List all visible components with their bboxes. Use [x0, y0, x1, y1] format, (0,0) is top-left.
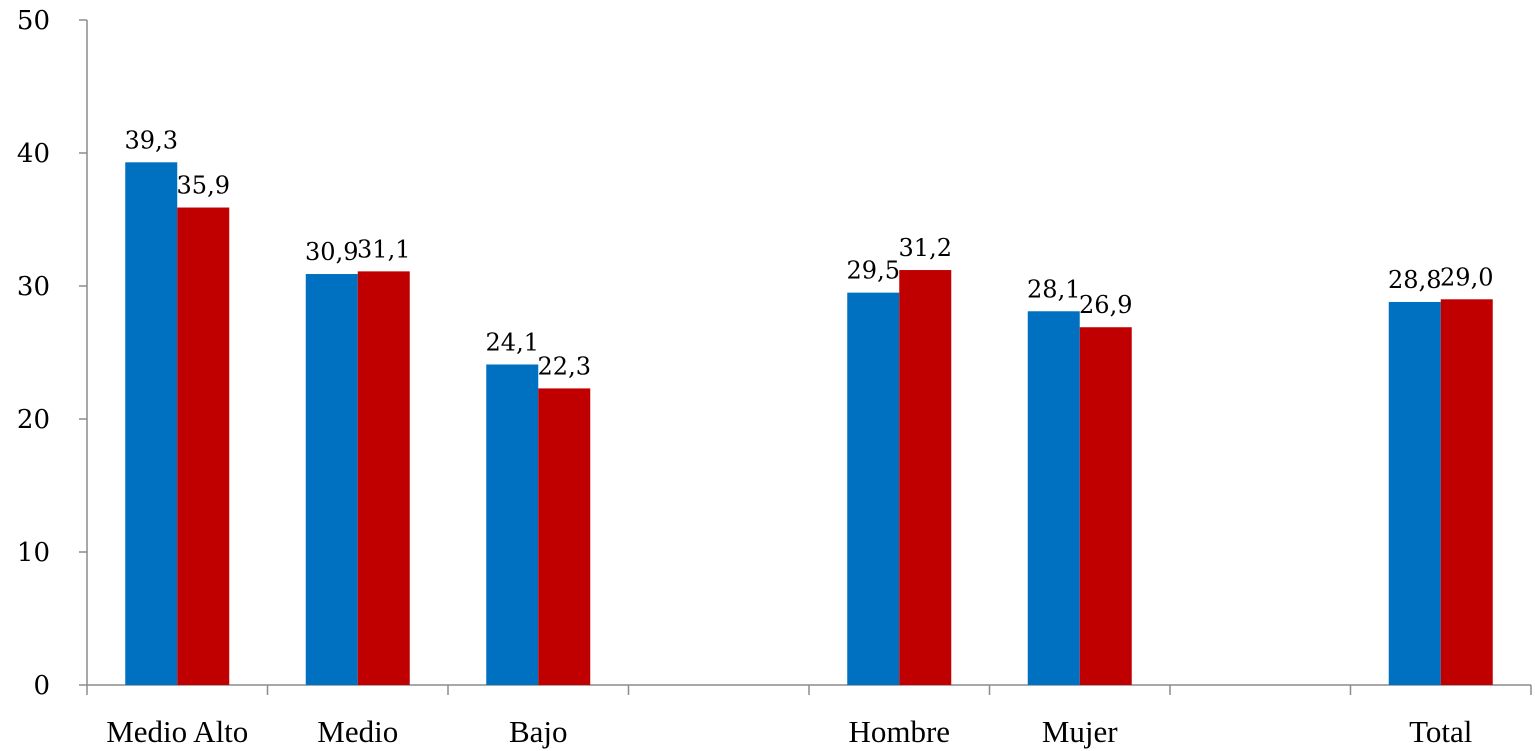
- data-label: 28,1: [1027, 275, 1080, 303]
- x-category-label: Medio: [317, 714, 398, 749]
- bar: [899, 270, 952, 685]
- bar: [125, 162, 178, 685]
- bar: [1079, 327, 1132, 685]
- y-tick-label: 0: [33, 671, 50, 701]
- data-label: 29,0: [1440, 263, 1493, 291]
- bar: [1027, 311, 1080, 685]
- data-label: 28,8: [1388, 266, 1441, 294]
- y-tick-label: 30: [17, 272, 50, 302]
- y-tick-label: 50: [17, 6, 50, 36]
- bar: [305, 274, 358, 685]
- data-label: 29,5: [847, 257, 900, 285]
- bar: [847, 292, 900, 685]
- bar: [357, 271, 410, 685]
- bar: [486, 364, 539, 685]
- y-tick-label: 10: [17, 538, 50, 568]
- bar: [1440, 299, 1493, 685]
- x-category-label: Hombre: [848, 714, 950, 749]
- data-label: 22,3: [538, 352, 591, 380]
- data-label: 39,3: [125, 126, 178, 154]
- bar: [538, 388, 591, 685]
- data-label: 24,1: [486, 328, 539, 356]
- labels: 39,3 35,9 Medio Alto 30,931,1 Medio 24,122,3 B…: [106, 126, 1493, 749]
- y-tick-label: 20: [17, 405, 50, 435]
- x-category-label: Mujer: [1042, 714, 1118, 749]
- x-category-label: Medio Alto: [106, 714, 248, 749]
- bar: [177, 207, 230, 685]
- data-label: 31,1: [357, 235, 410, 263]
- x-category-label: Total: [1409, 714, 1472, 749]
- x-category-label: Bajo: [509, 714, 568, 749]
- data-label: 26,9: [1079, 291, 1132, 319]
- data-label: 31,2: [899, 234, 952, 262]
- bars: [125, 162, 1493, 685]
- bar: [1388, 301, 1441, 685]
- y-tick-label: 40: [17, 139, 50, 169]
- axes: 0 10 20 30 40 50: [17, 6, 1532, 701]
- data-label: 30,9: [305, 238, 358, 266]
- data-label: 35,9: [177, 172, 230, 200]
